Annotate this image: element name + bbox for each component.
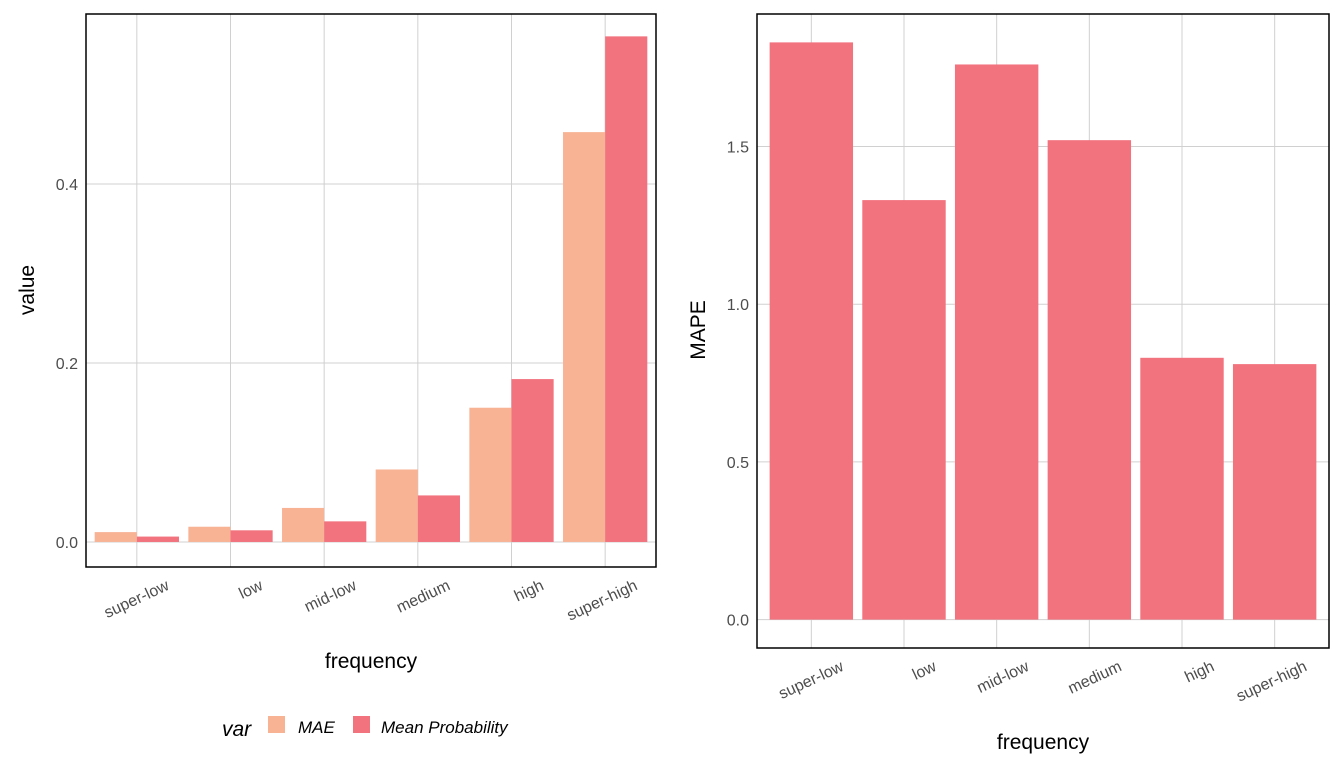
right-chart-y-ticks: 0.0 0.5 1.0 1.5 bbox=[727, 139, 749, 629]
left-x-tick-label: low bbox=[237, 577, 266, 603]
left-bar-mean-probability-high bbox=[511, 379, 554, 542]
right-y-tick-label: 0.5 bbox=[727, 455, 749, 472]
right-x-tick-label: super-high bbox=[1234, 658, 1310, 705]
left-bar-mae-super-low bbox=[94, 532, 137, 542]
legend: var MAE Mean Probability bbox=[222, 716, 509, 741]
right-y-tick-label: 1.0 bbox=[727, 297, 749, 314]
left-x-axis-title: frequency bbox=[325, 650, 418, 673]
left-y-tick-label: 0.0 bbox=[56, 535, 78, 552]
left-bar-mae-high bbox=[469, 407, 512, 542]
right-x-tick-label: super-low bbox=[776, 658, 846, 703]
left-bar-mean-probability-medium bbox=[417, 495, 460, 542]
right-x-axis-title: frequency bbox=[997, 731, 1090, 754]
right-bar-super-low bbox=[769, 42, 854, 620]
legend-swatch-mae bbox=[268, 716, 285, 733]
right-x-tick-label: high bbox=[1182, 658, 1217, 686]
left-plot-border bbox=[85, 13, 657, 568]
legend-label-mean-probability: Mean Probability bbox=[381, 718, 509, 737]
right-y-tick-label: 1.5 bbox=[727, 139, 749, 156]
left-y-axis-title: value bbox=[16, 265, 39, 315]
left-bar-mae-mid-low bbox=[282, 507, 325, 542]
right-bar-high bbox=[1140, 357, 1224, 620]
left-chart-x-ticks: super-low low mid-low medium high super-high bbox=[102, 577, 640, 625]
left-chart-bars bbox=[94, 36, 648, 542]
left-bar-mean-probability-mid-low bbox=[324, 521, 367, 542]
right-chart: 0.0 0.5 1.0 1.5 super-low low mid-low medium hi… bbox=[687, 13, 1330, 754]
left-x-tick-label: super-low bbox=[102, 577, 172, 622]
left-x-tick-label: super-high bbox=[564, 577, 640, 624]
legend-title: var bbox=[222, 718, 252, 741]
right-bar-mid-low bbox=[954, 64, 1039, 620]
right-y-tick-label: 0.0 bbox=[727, 613, 749, 630]
right-x-tick-label: medium bbox=[1066, 658, 1125, 697]
left-y-tick-label: 0.2 bbox=[56, 356, 78, 373]
right-bar-super-high bbox=[1232, 364, 1317, 620]
right-x-tick-label: mid-low bbox=[975, 658, 1033, 697]
legend-swatch-mean-probability bbox=[353, 716, 370, 733]
legend-label-mae: MAE bbox=[298, 718, 336, 737]
left-bar-mean-probability-super-high bbox=[605, 36, 648, 542]
left-y-tick-label: 0.4 bbox=[56, 177, 78, 194]
left-bar-mean-probability-low bbox=[230, 530, 273, 542]
left-x-tick-label: high bbox=[512, 577, 547, 605]
right-bar-medium bbox=[1047, 140, 1132, 620]
left-bar-mean-probability-super-low bbox=[136, 536, 179, 542]
left-bar-mae-medium bbox=[375, 469, 418, 542]
right-chart-bars bbox=[769, 42, 1317, 620]
left-bar-mae-super-high bbox=[563, 132, 606, 542]
right-plot-border bbox=[756, 13, 1330, 649]
right-y-axis-title: MAPE bbox=[687, 300, 710, 360]
left-x-tick-label: medium bbox=[394, 577, 453, 616]
right-bar-low bbox=[862, 200, 946, 620]
left-chart: 0.0 0.2 0.4 super-low low mid-low medium high s… bbox=[16, 13, 657, 741]
left-x-tick-label: mid-low bbox=[302, 577, 360, 616]
right-x-tick-label: low bbox=[910, 658, 939, 684]
left-bar-mae-low bbox=[188, 526, 231, 542]
left-chart-y-ticks: 0.0 0.2 0.4 bbox=[56, 177, 78, 552]
right-chart-x-ticks: super-low low mid-low medium high super-high bbox=[776, 658, 1309, 706]
